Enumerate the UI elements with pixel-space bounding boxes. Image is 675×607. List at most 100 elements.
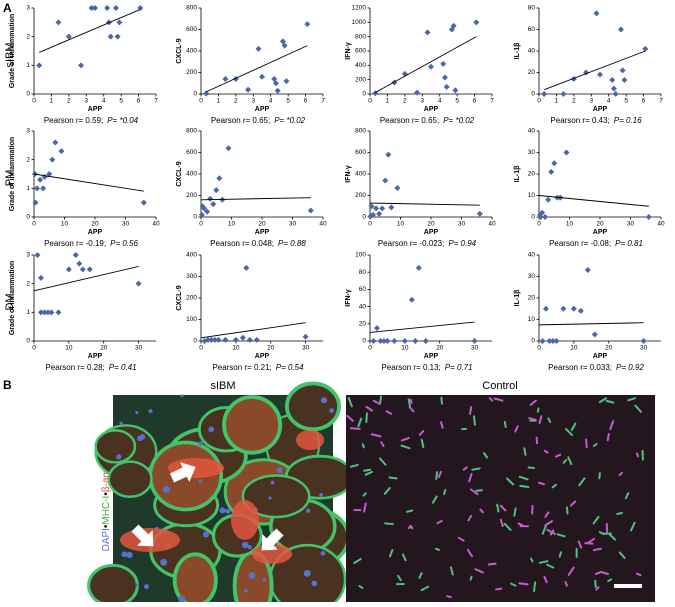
y-axis-title: CXCL-9: [176, 161, 183, 186]
x-tick-label: 7: [154, 98, 158, 105]
point: [116, 19, 122, 25]
x-axis-title: APP: [593, 353, 608, 360]
annotation: Pearson r= 0.65;P= *0.02: [380, 116, 475, 125]
point: [243, 265, 249, 271]
point: [370, 338, 376, 344]
annotation: Pearson r= -0.023;P= 0.94: [378, 239, 477, 248]
point: [92, 5, 98, 11]
capillary: [390, 477, 397, 478]
capillary: [617, 513, 622, 514]
fiber: [109, 462, 152, 497]
x-tick-label: 5: [455, 98, 459, 105]
capillary: [441, 398, 442, 404]
point: [394, 185, 400, 191]
pearson-r: Pearson r= 0.65;: [211, 116, 270, 125]
nucleus: [219, 507, 225, 513]
y-tick-label: 200: [186, 69, 197, 76]
y-tick-label: 40: [528, 252, 536, 259]
y-tick-label: 1: [26, 185, 30, 192]
y-tick-label: 400: [355, 62, 366, 69]
x-tick-label: 5: [286, 98, 290, 105]
p-value: P= 0.81: [615, 239, 643, 248]
point: [472, 338, 478, 344]
x-tick-label: 20: [436, 345, 444, 352]
p-value: P= 0.71: [445, 363, 473, 372]
x-tick-label: 3: [251, 98, 255, 105]
nucleus: [329, 408, 334, 413]
capillary: [637, 453, 638, 456]
x-tick-label: 20: [427, 221, 435, 228]
p-value: P= *0.04: [107, 116, 138, 125]
x-axis-title: APP: [88, 106, 103, 113]
y-tick-label: 30: [528, 273, 536, 280]
y-axis-title: IFN-γ: [345, 42, 352, 60]
point: [473, 19, 479, 25]
x-tick-label: 4: [607, 98, 611, 105]
pearson-r: Pearson r= 0.21;: [212, 363, 271, 372]
fit-line: [544, 51, 645, 90]
point: [444, 84, 450, 90]
point: [409, 297, 415, 303]
fiber: [287, 383, 339, 429]
capillary: [505, 422, 506, 427]
x-tick-label: 5: [624, 98, 628, 105]
point: [213, 187, 219, 193]
point: [104, 5, 110, 11]
x-tick-label: 6: [137, 98, 141, 105]
annotation: Pearson r= 0.13;P= 0.71: [381, 363, 472, 372]
fit-line: [539, 323, 644, 325]
fit-line: [201, 323, 306, 338]
point: [543, 306, 549, 312]
fiber: [96, 430, 135, 462]
pearson-r: Pearson r= -0.19;: [44, 239, 106, 248]
y-axis-title: Grade of inflammation: [9, 14, 16, 88]
nucleus: [208, 427, 214, 433]
x-tick-label: 3: [589, 98, 593, 105]
fit-line: [370, 322, 475, 332]
y-axis-title: IL-1β: [514, 165, 521, 182]
point: [36, 62, 42, 68]
y-tick-label: 2: [26, 33, 30, 40]
y-tick-label: 1: [26, 309, 30, 316]
point: [113, 5, 119, 11]
fit-line: [370, 203, 480, 205]
point: [391, 338, 397, 344]
annotation: Pearson r= 0.28;P= 0.41: [45, 363, 136, 372]
capillary: [539, 483, 544, 484]
point: [115, 34, 121, 40]
y-tick-label: 0: [531, 214, 535, 221]
point: [207, 196, 213, 202]
x-tick-label: 7: [659, 98, 663, 105]
y-tick-label: 0: [193, 338, 197, 345]
point: [382, 177, 388, 183]
x-tick-label: 0: [199, 345, 203, 352]
x-tick-label: 0: [32, 98, 36, 105]
point: [141, 200, 147, 206]
y-tick-label: 1200: [352, 5, 367, 12]
nucleus: [249, 572, 256, 579]
y-tick-label: 3: [26, 252, 30, 259]
point: [442, 75, 448, 81]
y-tick-label: 0: [193, 214, 197, 221]
point: [414, 90, 420, 96]
capillary: [476, 490, 482, 491]
pearson-r: Pearson r= 0.65;: [380, 116, 439, 125]
x-tick-label: 30: [471, 345, 479, 352]
p-value: P= 0.56: [110, 239, 138, 248]
point: [376, 211, 382, 217]
nucleus: [321, 551, 326, 556]
x-tick-label: 10: [566, 221, 574, 228]
point: [215, 337, 221, 343]
x-tick-label: 30: [640, 345, 648, 352]
point: [34, 185, 40, 191]
x-tick-label: 10: [401, 345, 409, 352]
capillary: [497, 505, 498, 512]
y-axis-title: IL-1β: [514, 289, 521, 306]
x-tick-label: 4: [102, 98, 106, 105]
point: [256, 46, 262, 52]
x-tick-label: 20: [258, 221, 266, 228]
x-tick-label: 0: [368, 98, 372, 105]
point: [222, 76, 228, 82]
p-value: P= 0.16: [614, 116, 642, 125]
